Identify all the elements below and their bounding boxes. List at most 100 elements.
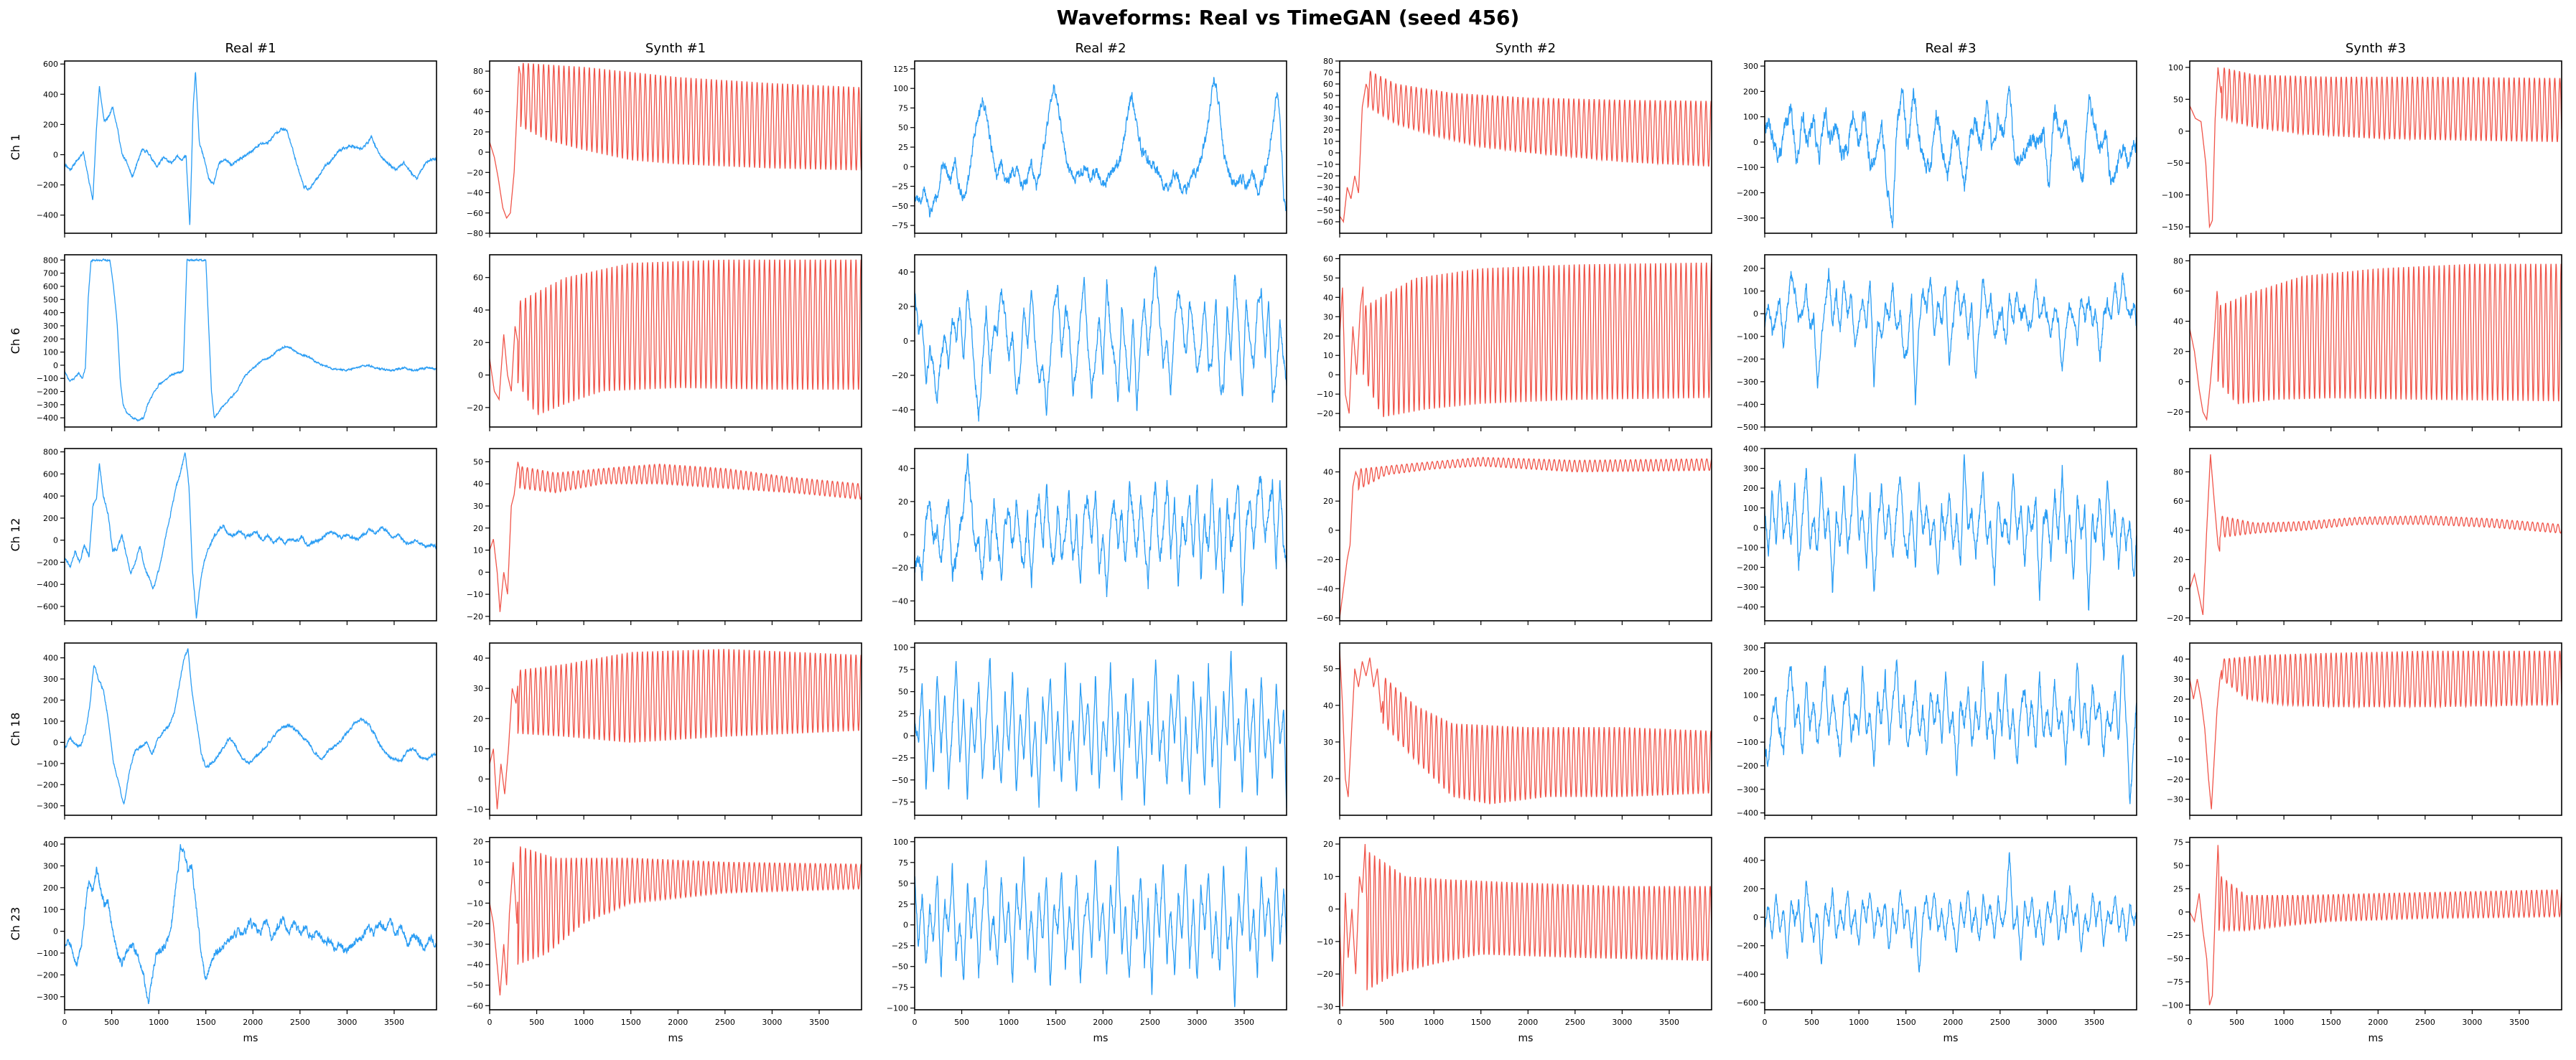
- panel-real-3-ch-12: −400 −300 −200 −100 0 100 200 300 400: [1737, 444, 2137, 625]
- axes-frame: [489, 642, 862, 816]
- y-tick-label: −50: [1317, 206, 1333, 215]
- x-tick-label: 2000: [2368, 1018, 2388, 1027]
- y-tick-label: 75: [2173, 838, 2183, 847]
- x-tick-label: 2500: [1140, 1018, 1160, 1027]
- y-tick-label: 400: [1743, 856, 1758, 866]
- y-tick-label: 10: [473, 744, 483, 754]
- y-tick-label: 200: [43, 334, 58, 344]
- x-tick-label: 3000: [337, 1018, 357, 1027]
- panel-real-3-ch-23: −600 −400 −200 0 200 400 0 500 1000 1500 2000 2500 3…: [1737, 837, 2137, 1044]
- y-tick-label: 70: [1323, 68, 1333, 78]
- y-tick-label: 0: [1753, 309, 1758, 319]
- x-tick-label: 1500: [1896, 1018, 1916, 1027]
- y-tick-label: −75: [2167, 977, 2183, 987]
- y-tick-label: 100: [2168, 63, 2183, 72]
- y-tick-label: −400: [1737, 400, 1758, 409]
- x-tick-label: 2500: [715, 1018, 735, 1027]
- axes-frame: [489, 60, 862, 234]
- y-tick-label: −50: [2167, 955, 2183, 964]
- x-tick-label: 2000: [1093, 1018, 1113, 1027]
- y-tick-label: 0: [2178, 908, 2183, 917]
- y-tick-label: 10: [473, 546, 483, 555]
- y-tick-label: 50: [1323, 91, 1333, 100]
- y-tick-label: 100: [1743, 113, 1758, 122]
- column-title: Synth #2: [1495, 41, 1556, 56]
- y-tick-label: −50: [467, 981, 483, 990]
- y-tick-label: 20: [473, 714, 483, 723]
- y-tick-label: −20: [467, 919, 483, 929]
- x-tick-label: 0: [1763, 1018, 1768, 1027]
- panel-synth-2-ch-18: 20 30 40 50: [1323, 642, 1712, 820]
- series-line-real: [1765, 85, 2137, 228]
- panel-real-2-ch-18: −75 −50 −25 0 25 50 75 100: [892, 642, 1287, 820]
- y-tick-label: 400: [1743, 444, 1758, 454]
- y-tick-label: 200: [1743, 264, 1758, 273]
- y-tick-label: −400: [1737, 970, 1758, 979]
- y-tick-label: 0: [1328, 149, 1333, 158]
- y-tick-label: 40: [2173, 526, 2183, 535]
- y-tick-label: 0: [1753, 714, 1758, 723]
- x-tick-label: 2000: [243, 1018, 263, 1027]
- series-line-synth: [490, 62, 862, 219]
- series-line-real: [65, 844, 437, 1005]
- y-tick-label: −20: [2167, 614, 2183, 623]
- y-tick-label: 100: [1743, 287, 1758, 296]
- y-tick-label: 30: [473, 502, 483, 511]
- x-axis-label: ms: [1093, 1033, 1109, 1044]
- y-tick-label: −40: [892, 405, 908, 415]
- y-tick-label: −100: [1737, 543, 1758, 553]
- axes-frame: [1764, 642, 2137, 816]
- column-title: Real #3: [1925, 41, 1976, 56]
- axes-frame: [1764, 60, 2137, 234]
- panel-real-2-ch-6: −40 −20 0 20 40: [892, 254, 1287, 431]
- y-tick-label: 30: [2173, 675, 2183, 684]
- axes-frame: [1339, 60, 1712, 234]
- series-line-real: [1765, 268, 2137, 405]
- y-tick-label: 0: [2178, 735, 2183, 744]
- axes-frame: [1339, 254, 1712, 428]
- series-line-real: [915, 846, 1287, 1008]
- series-line-real: [1765, 654, 2137, 805]
- x-tick-label: 1500: [2321, 1018, 2341, 1027]
- y-tick-label: 10: [2173, 715, 2183, 724]
- x-tick-label: 1500: [1046, 1018, 1066, 1027]
- series-line-real: [915, 650, 1287, 809]
- y-tick-label: 10: [473, 858, 483, 867]
- panel-real-1-ch-1: −400 −200 0 200 400 600 Real #1 Ch 1: [9, 41, 437, 238]
- panel-real-3-ch-1: −300 −200 −100 0 100 200 300 Real #3: [1737, 41, 2137, 238]
- y-tick-label: −150: [2162, 222, 2183, 232]
- y-tick-label: 60: [2173, 287, 2183, 296]
- y-tick-label: 0: [903, 162, 908, 172]
- series-line-synth: [490, 846, 862, 996]
- y-tick-label: −200: [1737, 942, 1758, 951]
- row-label: Ch 12: [9, 518, 22, 552]
- series-line-real: [915, 453, 1287, 606]
- y-tick-label: −400: [37, 580, 58, 589]
- y-tick-label: −100: [2162, 1001, 2183, 1010]
- y-tick-label: 40: [1323, 468, 1333, 477]
- y-tick-label: 0: [53, 361, 58, 370]
- y-tick-label: 0: [478, 371, 483, 380]
- axes-frame: [1764, 448, 2137, 622]
- panel-synth-3-ch-1: −150 −100 −50 0 50 100 Synth #3: [2162, 41, 2562, 238]
- x-tick-label: 3000: [1187, 1018, 1207, 1027]
- y-tick-label: −40: [467, 960, 483, 970]
- y-tick-label: −40: [892, 596, 908, 606]
- y-tick-label: 100: [893, 84, 908, 93]
- axes-frame: [2189, 448, 2562, 622]
- y-tick-label: −10: [1317, 160, 1333, 169]
- y-tick-label: 20: [2173, 555, 2183, 565]
- y-tick-label: 50: [1323, 273, 1333, 283]
- y-tick-label: 200: [1743, 87, 1758, 96]
- axes-frame: [1764, 837, 2137, 1010]
- y-tick-label: −30: [1317, 1002, 1333, 1011]
- row-label: Ch 23: [9, 907, 22, 941]
- y-tick-label: 30: [1323, 312, 1333, 322]
- y-tick-label: 200: [43, 696, 58, 705]
- panel-real-1-ch-6: −400 −300 −200 −100 0 100 200 300 400 500 600 700 80…: [9, 254, 437, 431]
- y-tick-label: −400: [37, 413, 58, 423]
- y-tick-label: 0: [2178, 377, 2183, 387]
- y-tick-label: 100: [43, 717, 58, 726]
- y-tick-label: 0: [1753, 138, 1758, 147]
